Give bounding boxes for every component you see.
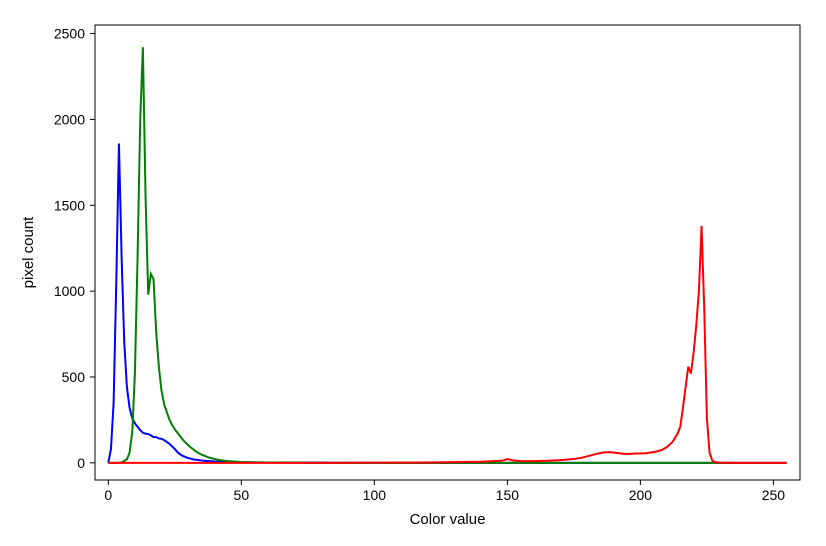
x-tick-label: 50 bbox=[234, 487, 250, 503]
histogram-plot: 05010015020025005001000150020002500Color… bbox=[0, 0, 826, 546]
y-tick-label: 1000 bbox=[54, 283, 85, 299]
x-tick-label: 0 bbox=[104, 487, 112, 503]
series-red bbox=[108, 226, 786, 463]
x-axis-label: Color value bbox=[410, 511, 486, 528]
series-blue bbox=[108, 143, 786, 462]
y-tick-label: 2500 bbox=[54, 26, 85, 42]
y-axis-label: pixel count bbox=[20, 216, 37, 289]
chart-container: 05010015020025005001000150020002500Color… bbox=[0, 0, 826, 546]
x-tick-label: 200 bbox=[629, 487, 653, 503]
y-tick-label: 0 bbox=[77, 455, 85, 471]
y-tick-label: 2000 bbox=[54, 111, 85, 127]
series-green bbox=[108, 47, 786, 463]
y-tick-label: 500 bbox=[62, 369, 86, 385]
x-tick-label: 100 bbox=[363, 487, 387, 503]
y-tick-label: 1500 bbox=[54, 197, 85, 213]
x-tick-label: 250 bbox=[762, 487, 786, 503]
x-tick-label: 150 bbox=[496, 487, 520, 503]
